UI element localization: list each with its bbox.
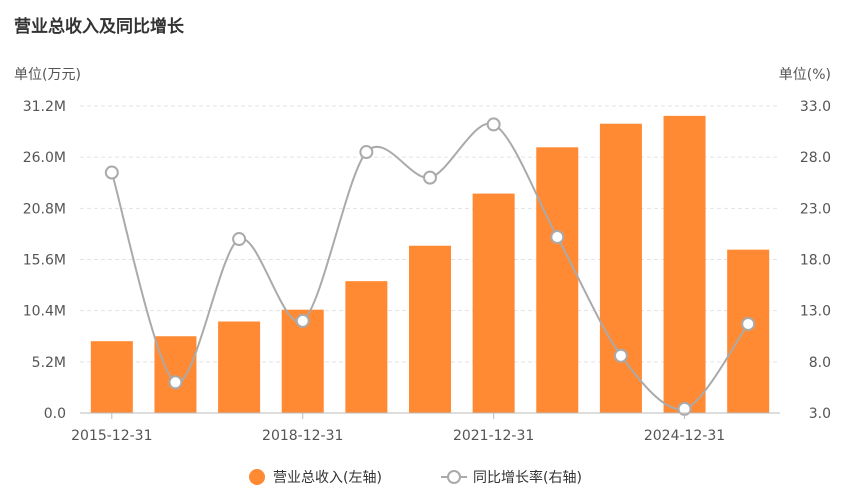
x-tick-label: 2024-12-31 bbox=[644, 428, 725, 444]
left-tick-label: 20.8M bbox=[23, 201, 66, 217]
bar bbox=[154, 336, 197, 413]
line-point bbox=[359, 145, 374, 160]
legend-bar-marker bbox=[249, 469, 265, 485]
bar bbox=[90, 341, 133, 413]
left-tick-label: 31.2M bbox=[23, 99, 66, 115]
left-tick-label: 26.0M bbox=[23, 150, 66, 166]
bar bbox=[409, 245, 451, 413]
chart-title: 营业总收入及同比增长 bbox=[14, 17, 184, 37]
right-tick-label: 18.0 bbox=[800, 253, 831, 269]
axes: 0.0 3.0 5.2M 8.0 10.4M 13.0 15.6M 18.0 20.8M 23.0… bbox=[23, 99, 831, 444]
bar bbox=[218, 321, 261, 413]
bar bbox=[727, 249, 770, 413]
line-series bbox=[104, 117, 756, 416]
line-point bbox=[423, 170, 437, 185]
legend-line-marker bbox=[447, 470, 461, 484]
right-axis-unit: 单位(%) bbox=[779, 67, 831, 83]
line-point bbox=[104, 165, 119, 180]
bar-series bbox=[90, 115, 770, 414]
bar bbox=[472, 193, 515, 413]
line-point bbox=[232, 232, 247, 247]
left-tick-label: 5.2M bbox=[32, 355, 66, 371]
bar bbox=[536, 147, 579, 414]
line-point bbox=[613, 348, 628, 363]
x-tick-label: 2021-12-31 bbox=[453, 428, 534, 444]
left-axis-unit: 单位(万元) bbox=[14, 67, 81, 83]
left-tick-label: 0.0 bbox=[44, 406, 66, 422]
left-tick-label: 10.4M bbox=[23, 304, 66, 320]
line-point bbox=[486, 117, 501, 132]
bar bbox=[345, 281, 388, 413]
line-point bbox=[295, 313, 310, 328]
line-point bbox=[168, 375, 183, 390]
x-tick-label: 2018-12-31 bbox=[262, 428, 343, 444]
right-tick-label: 3.0 bbox=[809, 406, 831, 422]
line-point bbox=[741, 316, 756, 331]
left-tick-label: 15.6M bbox=[23, 253, 66, 269]
right-tick-label: 28.0 bbox=[800, 150, 831, 166]
legend: 营业总收入(左轴) 同比增长率(右轴) bbox=[249, 469, 582, 486]
right-tick-label: 13.0 bbox=[800, 304, 831, 320]
legend-line-label: 同比增长率(右轴) bbox=[473, 469, 582, 486]
bar bbox=[599, 123, 642, 413]
x-tick-label: 2015-12-31 bbox=[71, 428, 152, 444]
legend-bar-label: 营业总收入(左轴) bbox=[273, 470, 382, 486]
line-point bbox=[550, 229, 565, 244]
right-tick-label: 33.0 bbox=[800, 99, 831, 115]
right-tick-label: 23.0 bbox=[800, 201, 831, 217]
right-tick-label: 8.0 bbox=[809, 355, 831, 371]
bar bbox=[663, 115, 706, 413]
